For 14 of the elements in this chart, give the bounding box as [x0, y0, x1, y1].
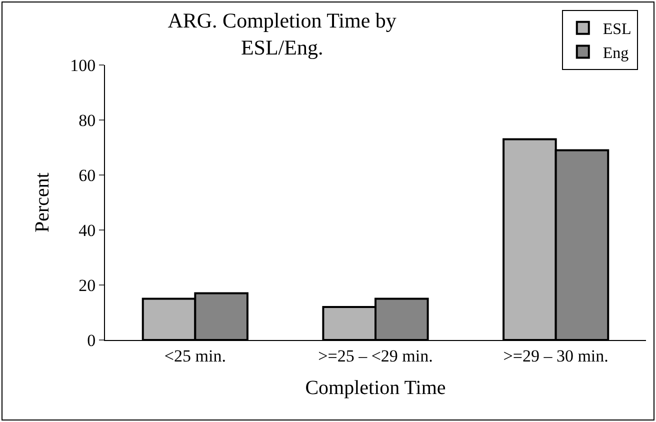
- y-axis-title: Percent: [32, 172, 54, 232]
- y-tick-label: 80: [78, 110, 96, 130]
- y-tick-label: 0: [87, 330, 96, 350]
- x-tick-label: >=25 – <29 min.: [318, 346, 433, 366]
- chart-title: ARG. Completion Time by ESL/Eng.: [168, 8, 397, 60]
- legend-label: Eng: [602, 44, 629, 62]
- y-tick-label: 40: [78, 220, 96, 240]
- legend-label: ESL: [602, 21, 632, 38]
- x-axis-title: Completion Time: [305, 376, 446, 399]
- y-tick-label: 20: [78, 276, 96, 295]
- x-tick-label: <25 min.: [164, 346, 226, 366]
- y-tick-label: 60: [78, 166, 96, 185]
- x-tick-label: >=29 – 30 min.: [503, 346, 608, 366]
- y-tick-label: 100: [70, 56, 96, 75]
